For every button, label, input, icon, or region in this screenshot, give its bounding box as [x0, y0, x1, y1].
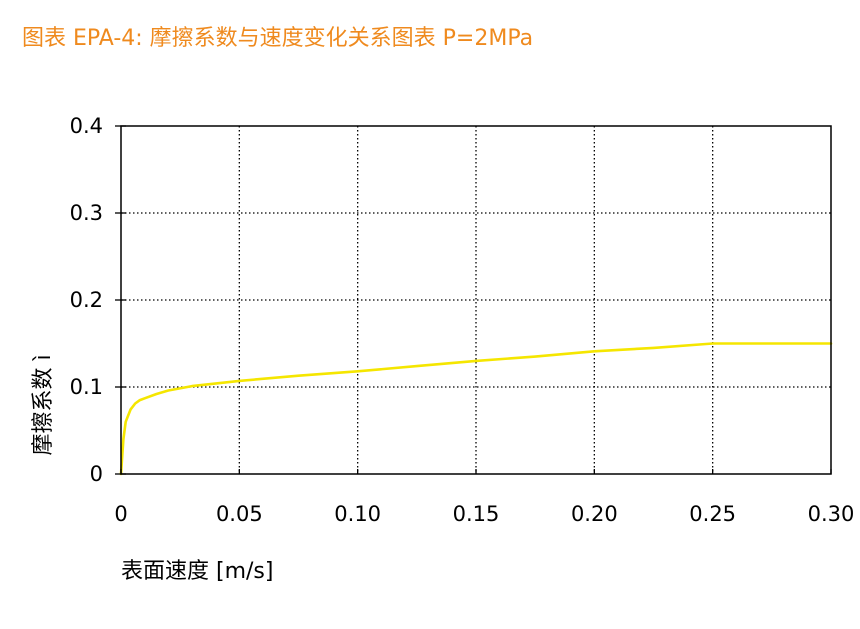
x-tick-label: 0 [114, 502, 127, 526]
y-tick-label: 0.2 [70, 288, 103, 312]
x-tick-label: 0.05 [216, 502, 263, 526]
chart-title: 图表 EPA-4: 摩擦系数与速度变化关系图表 P=2MPa [22, 26, 534, 51]
x-tick-label: 0.25 [689, 502, 736, 526]
y-tick-label: 0 [90, 462, 103, 486]
x-tick-label: 0.30 [808, 502, 855, 526]
y-tick-label: 0.3 [70, 201, 103, 225]
series-layer [119, 342, 833, 476]
x-tick-label: 0.10 [334, 502, 381, 526]
grid-layer [121, 126, 831, 474]
x-tick-label: 0.20 [571, 502, 618, 526]
y-tick-label: 0.4 [70, 114, 103, 138]
series-line [119, 342, 833, 476]
y-tick-label: 0.1 [70, 375, 103, 399]
ticks-layer: 0 0.05 0.10 0.15 0.20 0.25 0.30 0 0.1 0.2 0.3 0.4 [70, 114, 855, 526]
x-axis-label: 表面速度 [m/s] [121, 559, 273, 584]
y-axis-label: 摩擦系数 ì [31, 354, 56, 455]
x-tick-label: 0.15 [453, 502, 500, 526]
